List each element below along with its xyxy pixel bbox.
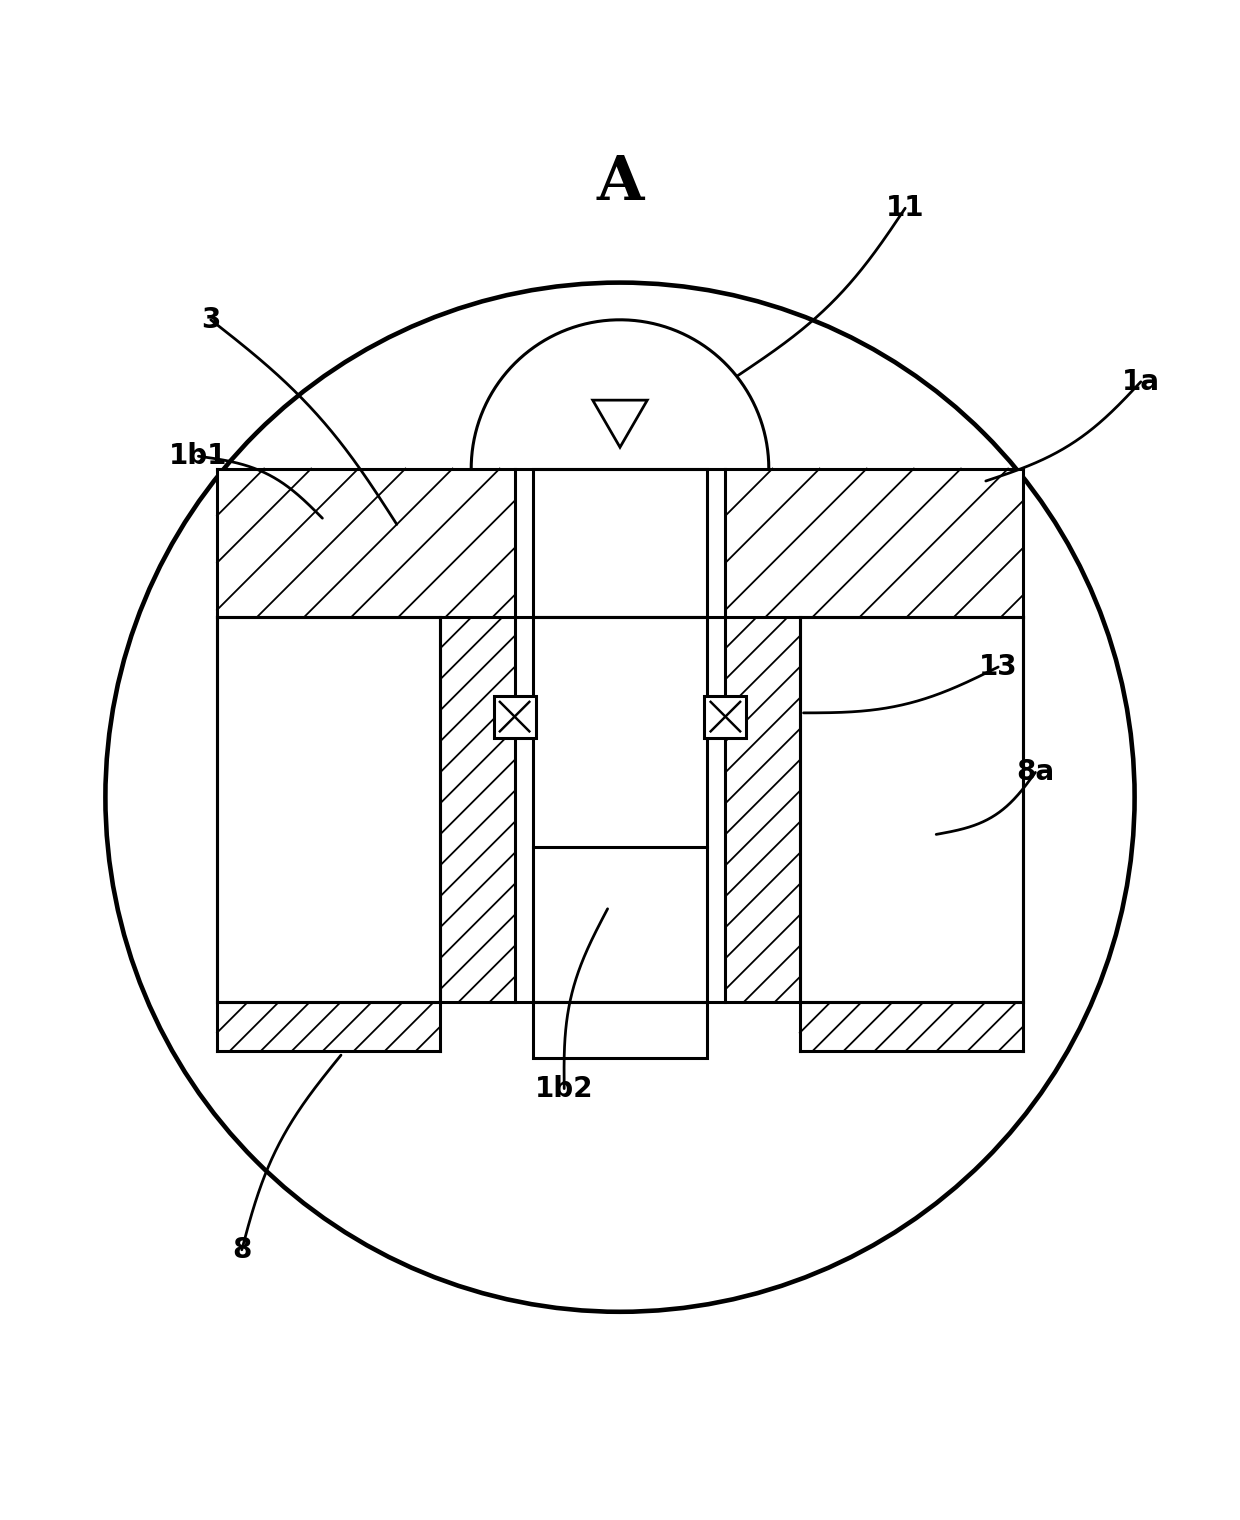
Text: 3: 3 (201, 306, 221, 334)
Bar (494, 696, 536, 737)
Bar (725, 468, 1023, 617)
Bar (533, 1002, 707, 1058)
Bar (533, 617, 707, 1002)
Text: 8a: 8a (1017, 758, 1054, 786)
Text: 13: 13 (978, 654, 1018, 681)
Text: 1b1: 1b1 (169, 442, 228, 470)
Text: 1b2: 1b2 (534, 1075, 594, 1102)
Bar (704, 696, 746, 737)
Bar (800, 1002, 1023, 1052)
Text: 8: 8 (232, 1236, 252, 1263)
Text: 11: 11 (885, 195, 925, 222)
Circle shape (105, 283, 1135, 1312)
Bar (800, 617, 1023, 1002)
Bar (440, 617, 515, 1002)
Bar (725, 617, 800, 1002)
Bar (217, 1002, 440, 1052)
Bar (533, 468, 707, 617)
Text: A: A (596, 154, 644, 213)
Bar (217, 617, 440, 1002)
Text: 1a: 1a (1122, 368, 1159, 395)
Bar (217, 468, 515, 617)
